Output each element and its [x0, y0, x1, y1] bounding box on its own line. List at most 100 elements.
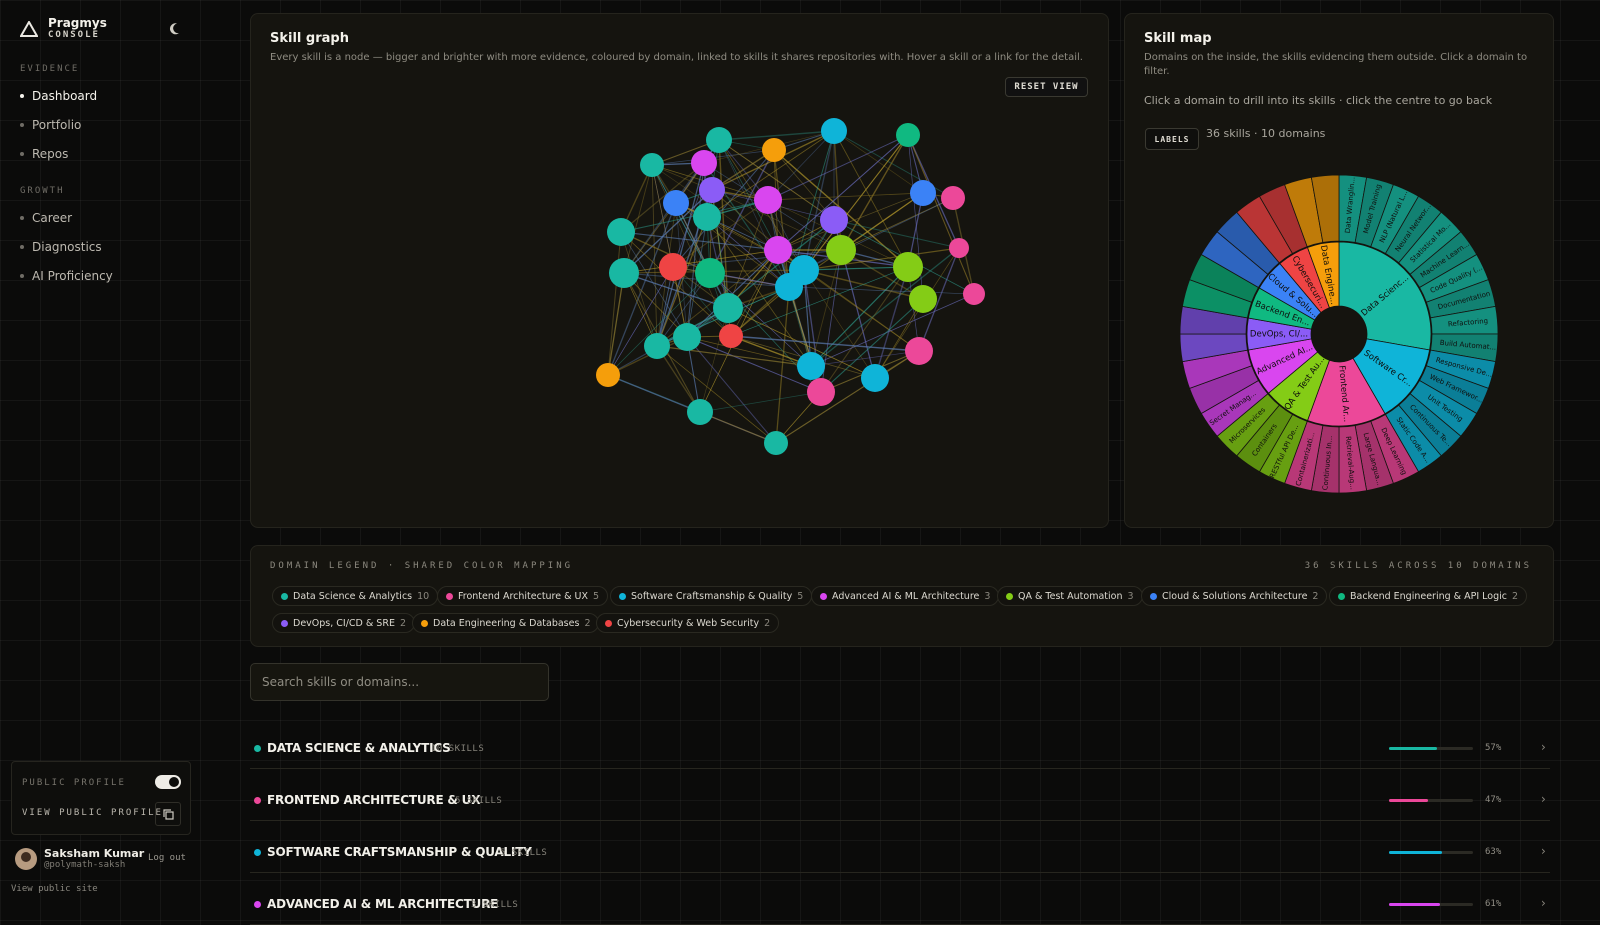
graph-link[interactable] — [730, 266, 909, 337]
graph-link[interactable] — [607, 374, 701, 413]
legend-chip[interactable]: QA & Test Automation 3 — [997, 586, 1143, 606]
graph-link[interactable] — [803, 266, 909, 271]
graph-link[interactable] — [656, 345, 777, 444]
graph-link[interactable] — [810, 293, 975, 367]
legend-chip[interactable]: Backend Engineering & API Logic 2 — [1329, 586, 1528, 606]
skill-node[interactable] — [663, 190, 689, 216]
graph-link[interactable] — [607, 231, 622, 376]
graph-link[interactable] — [706, 216, 790, 288]
skill-node[interactable] — [905, 337, 933, 365]
graph-link[interactable] — [620, 231, 779, 251]
skill-node[interactable] — [640, 153, 664, 177]
graph-link[interactable] — [874, 298, 924, 379]
skill-node[interactable] — [699, 177, 725, 203]
graph-link[interactable] — [803, 247, 960, 271]
graph-link[interactable] — [711, 189, 842, 251]
graph-link[interactable] — [607, 202, 677, 376]
graph-link[interactable] — [709, 272, 812, 367]
graph-link[interactable] — [777, 134, 909, 251]
skill-node[interactable] — [893, 252, 923, 282]
graph-link[interactable] — [820, 298, 924, 393]
graph-link[interactable] — [833, 130, 924, 194]
legend-chip[interactable]: Advanced AI & ML Architecture 3 — [811, 586, 1000, 606]
graph-link[interactable] — [820, 266, 909, 393]
sunburst-skill-segment[interactable] — [1310, 174, 1340, 243]
graph-link[interactable] — [803, 130, 835, 271]
graph-link[interactable] — [718, 139, 779, 251]
sunburst-center[interactable] — [1311, 306, 1367, 362]
graph-link[interactable] — [686, 336, 822, 393]
skill-node[interactable] — [807, 378, 835, 406]
graph-link[interactable] — [706, 130, 835, 218]
skill-node[interactable] — [941, 186, 965, 210]
domain-row[interactable]: FRONTEND ARCHITECTURE & UX 5 SKILLS 47% › — [250, 782, 1550, 821]
graph-link[interactable] — [840, 134, 909, 251]
graph-link[interactable] — [727, 307, 876, 379]
graph-link[interactable] — [607, 336, 688, 376]
nav-item-ai-proficiency[interactable]: AI Proficiency — [20, 269, 113, 283]
graph-link[interactable] — [699, 411, 777, 444]
skill-node[interactable] — [820, 206, 848, 234]
nav-item-career[interactable]: Career — [20, 211, 72, 225]
domain-row[interactable]: DATA SCIENCE & ANALYTICS 10 SKILLS 57% › — [250, 730, 1550, 769]
graph-link[interactable] — [607, 266, 674, 376]
graph-link[interactable] — [767, 134, 909, 201]
graph-link[interactable] — [656, 345, 701, 413]
graph-link[interactable] — [620, 231, 658, 347]
skill-node[interactable] — [706, 127, 732, 153]
graph-link[interactable] — [777, 192, 924, 251]
graph-link[interactable] — [767, 192, 924, 201]
graph-link[interactable] — [840, 197, 954, 251]
skill-map-sunburst[interactable]: Data Scienc...Data Wranglin... Model Trai… — [1180, 172, 1500, 496]
skill-node[interactable] — [691, 150, 717, 176]
graph-link[interactable] — [775, 350, 920, 444]
skill-graph-canvas[interactable] — [251, 100, 1106, 500]
graph-link[interactable] — [833, 219, 960, 249]
graph-link[interactable] — [810, 350, 920, 367]
graph-link[interactable] — [706, 216, 805, 271]
view-public-profile-link[interactable]: VIEW PUBLIC PROFILE — [22, 808, 163, 818]
graph-link[interactable] — [730, 335, 920, 352]
graph-link[interactable] — [623, 164, 653, 274]
graph-link[interactable] — [675, 202, 729, 309]
graph-link[interactable] — [656, 272, 711, 347]
labels-toggle-button[interactable]: LABELS — [1145, 128, 1199, 150]
graph-link[interactable] — [620, 162, 705, 233]
skill-node[interactable] — [861, 364, 889, 392]
moon-icon[interactable] — [168, 21, 184, 37]
graph-link[interactable] — [718, 130, 835, 141]
graph-link[interactable] — [788, 286, 975, 295]
graph-link[interactable] — [773, 149, 835, 221]
brand[interactable]: Pragmys CONSOLE — [20, 17, 107, 40]
graph-link[interactable] — [718, 139, 835, 221]
skill-node[interactable] — [713, 293, 743, 323]
skill-node[interactable] — [762, 138, 786, 162]
graph-link[interactable] — [803, 134, 909, 271]
graph-link[interactable] — [656, 216, 708, 347]
graph-link[interactable] — [620, 231, 711, 274]
domain-row[interactable]: ADVANCED AI & ML ARCHITECTURE 3 SKILLS 61%… — [250, 886, 1550, 925]
graph-link[interactable] — [773, 149, 790, 288]
graph-link[interactable] — [686, 336, 777, 444]
graph-link[interactable] — [620, 231, 688, 338]
graph-link[interactable] — [810, 266, 909, 367]
skill-node[interactable] — [910, 180, 936, 206]
domain-row[interactable]: SOFTWARE CRAFTSMANSHIP & QUALITY 5 SKILLS… — [250, 834, 1550, 873]
skill-node[interactable] — [963, 283, 985, 305]
reset-view-button[interactable]: RESET VIEW — [1005, 77, 1088, 97]
skill-node[interactable] — [687, 399, 713, 425]
graph-link[interactable] — [874, 266, 909, 379]
graph-link[interactable] — [803, 269, 812, 367]
graph-link[interactable] — [699, 307, 729, 413]
legend-chip[interactable]: DevOps, CI/CD & SRE 2 — [272, 613, 415, 633]
nav-item-portfolio[interactable]: Portfolio — [20, 118, 81, 132]
graph-link[interactable] — [672, 266, 732, 337]
skill-node[interactable] — [775, 273, 803, 301]
graph-link[interactable] — [907, 134, 975, 295]
legend-chip[interactable]: Data Science & Analytics 10 — [272, 586, 439, 606]
graph-link[interactable] — [775, 286, 790, 444]
logout-link[interactable]: Log out — [148, 853, 186, 863]
graph-link[interactable] — [918, 247, 960, 352]
skill-node[interactable] — [673, 323, 701, 351]
nav-item-repos[interactable]: Repos — [20, 147, 68, 161]
